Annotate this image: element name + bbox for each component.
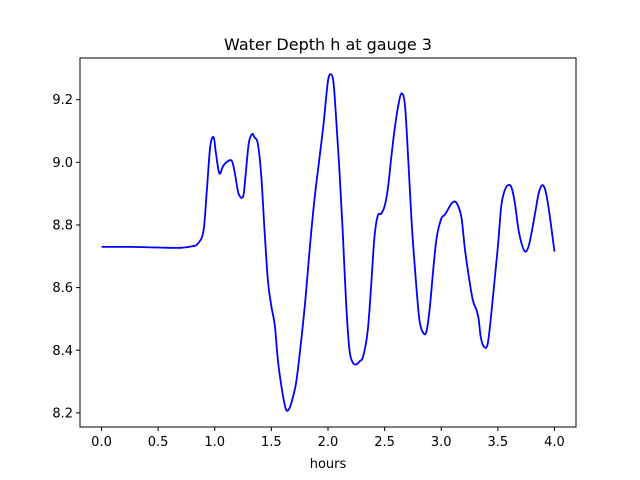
x-tick-label: 3.5 xyxy=(488,435,509,450)
x-axis-label: hours xyxy=(310,457,347,472)
plot-frame xyxy=(79,57,577,428)
y-tick-label: 9.0 xyxy=(52,156,73,171)
x-tick-label: 0.5 xyxy=(148,435,169,450)
x-tick-label: 2.5 xyxy=(374,435,395,450)
x-tick-label: 1.0 xyxy=(204,435,225,450)
y-tick-label: 9.2 xyxy=(52,93,73,108)
y-tick-label: 8.6 xyxy=(52,281,73,296)
x-axis-ticks: 0.0 0.5 1.0 1.5 2.0 2.5 3.0 3.5 4.0 xyxy=(91,427,565,450)
x-tick-label: 0.0 xyxy=(91,435,112,450)
x-tick-label: 1.5 xyxy=(261,435,282,450)
x-tick-label: 3.0 xyxy=(431,435,452,450)
x-tick-label: 2.0 xyxy=(318,435,339,450)
y-tick-label: 8.2 xyxy=(52,406,73,421)
x-tick-label: 4.0 xyxy=(544,435,565,450)
y-tick-label: 8.8 xyxy=(52,218,73,233)
y-axis-ticks: 8.2 8.4 8.6 8.8 9.0 9.2 xyxy=(52,93,80,421)
y-tick-label: 8.4 xyxy=(52,344,73,359)
water-depth-line xyxy=(101,73,556,412)
chart-title: Water Depth h at gauge 3 xyxy=(224,35,432,54)
